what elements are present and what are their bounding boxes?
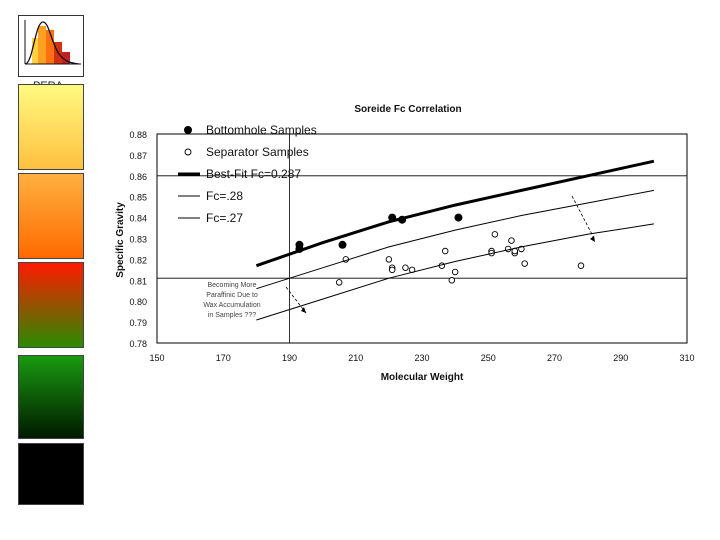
x-tick-label: 150 — [149, 353, 164, 363]
x-tick-label: 230 — [414, 353, 429, 363]
legend-label: Bottomhole Samples — [206, 123, 317, 137]
x-tick-label: 270 — [547, 353, 562, 363]
y-tick-label: 0.79 — [129, 318, 147, 328]
bottomhole-point — [454, 213, 463, 222]
y-tick-label: 0.87 — [129, 151, 147, 161]
swatch-green — [18, 355, 84, 439]
separator-point — [448, 277, 456, 284]
swatch-black — [18, 443, 84, 505]
bottomhole-point — [338, 240, 347, 249]
x-tick-label: 310 — [679, 353, 694, 363]
distribution-curve-icon — [24, 20, 81, 65]
series-line-2 — [255, 159, 655, 268]
y-axis-label: Specific Gravity — [115, 202, 126, 278]
legend-label: Fc=.28 — [206, 189, 243, 203]
x-tick-label: 290 — [613, 353, 628, 363]
logo-bar-darkred — [62, 52, 70, 64]
legend-label: Best-Fit Fc=0.287 — [206, 167, 301, 181]
annotation-arrow-2 — [571, 195, 596, 241]
annotation-arrow-1 — [285, 286, 307, 314]
separator-point — [521, 260, 528, 267]
annotation-arrowhead-1 — [301, 307, 306, 313]
separator-point — [577, 262, 585, 269]
swatch-orange — [18, 173, 84, 259]
y-tick-label: 0.84 — [129, 214, 147, 224]
y-tick-label: 0.86 — [129, 172, 147, 182]
legend-marker-open — [184, 148, 192, 156]
logo-curve — [24, 21, 80, 65]
y-tick-label: 0.81 — [129, 276, 147, 286]
y-tick-label: 0.78 — [129, 339, 147, 349]
y-tick-label: 0.80 — [129, 297, 147, 307]
separator-point — [491, 231, 499, 238]
swatch-yellow — [18, 84, 84, 170]
logo-bar-orange2 — [46, 30, 54, 64]
separator-point — [508, 237, 515, 244]
x-tick-label: 250 — [481, 353, 496, 363]
separator-point — [441, 247, 449, 255]
y-tick-label: 0.85 — [129, 193, 147, 203]
legend-label: Separator Samples — [206, 145, 309, 159]
y-tick-label: 0.83 — [129, 235, 147, 245]
legend-label: Fc=.27 — [206, 211, 243, 225]
series-line-3 — [256, 189, 654, 290]
separator-point — [335, 279, 343, 286]
series-line-4 — [256, 223, 654, 321]
y-tick-label: 0.88 — [129, 130, 147, 140]
legend-marker-filled — [184, 126, 192, 134]
chart-title: Soreide Fc Correlation — [354, 104, 461, 115]
x-tick-label: 210 — [348, 353, 363, 363]
x-tick-label: 190 — [282, 353, 297, 363]
x-tick-label: 170 — [216, 353, 231, 363]
annotation-text: Paraffinic Due to — [206, 292, 258, 299]
annotation-arrowhead-2 — [590, 236, 595, 242]
separator-point — [388, 266, 396, 274]
separator-point — [451, 268, 459, 276]
annotation-text: Becoming More — [207, 282, 256, 289]
logo-bar-orange — [38, 26, 46, 64]
x-axis-label: Molecular Weight — [381, 372, 464, 383]
logo-bar-yellow — [32, 38, 38, 64]
separator-point — [402, 264, 409, 272]
y-tick-label: 0.82 — [129, 255, 147, 265]
annotation-text: Wax Accumulation — [203, 302, 260, 309]
annotation-text: in Samples ??? — [208, 312, 256, 319]
swatch-red-green — [18, 262, 84, 348]
separator-point — [385, 256, 393, 263]
